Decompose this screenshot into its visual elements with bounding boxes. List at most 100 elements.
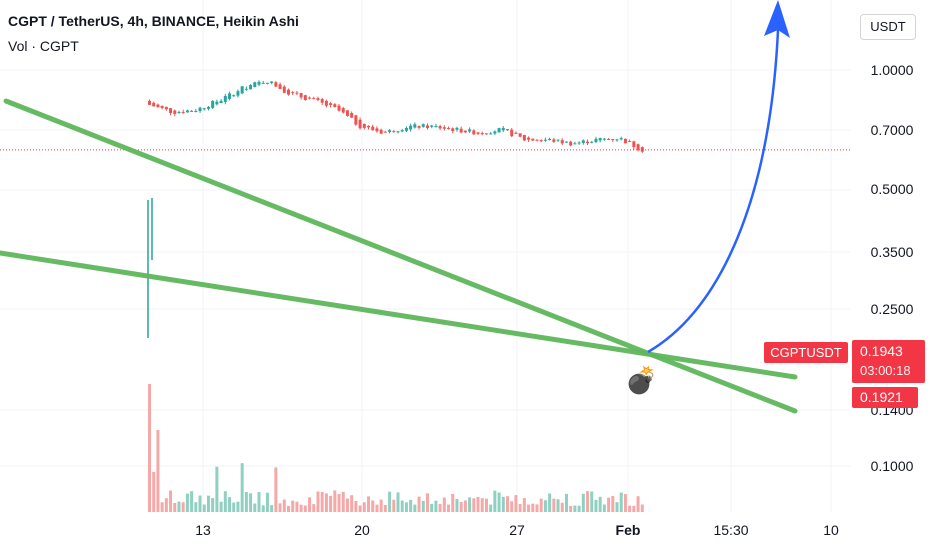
candle-body — [236, 91, 240, 96]
candle-body — [173, 110, 177, 114]
candle-body — [590, 141, 594, 143]
candle-body — [594, 138, 598, 143]
volume-bar — [413, 504, 417, 512]
volume-bar — [350, 495, 354, 512]
volume-bar — [438, 504, 442, 512]
candle-body — [320, 99, 324, 103]
volume-bar — [299, 504, 303, 512]
candle-body — [569, 141, 573, 146]
volume-bar — [628, 505, 632, 512]
chart-title[interactable]: CGPT / TetherUS, 4h, BINANCE, Heikin Ash… — [8, 13, 299, 29]
candle-body — [371, 126, 375, 131]
volume-bar — [367, 496, 371, 512]
volume-bar — [270, 505, 274, 512]
volume-bar — [539, 498, 543, 512]
candle-body — [560, 140, 564, 144]
volume-bar — [417, 496, 421, 512]
candle-body — [586, 141, 590, 144]
candle-body — [472, 130, 476, 135]
candle-body — [329, 103, 333, 106]
volume-bar — [506, 496, 510, 512]
candle-body — [337, 105, 341, 111]
candle-body — [270, 81, 274, 83]
bomb-icon: 💣 — [625, 365, 658, 395]
candle-body — [215, 101, 219, 105]
volume-bar — [636, 496, 640, 512]
currency-button[interactable]: USDT — [860, 14, 916, 40]
price-tick: 0.2500 — [870, 301, 914, 317]
volume-bar — [447, 504, 451, 512]
volume-bar — [594, 499, 598, 512]
volume-bar — [341, 491, 345, 512]
lower-trendline — [0, 250, 798, 380]
volume-bar — [202, 504, 206, 512]
candle-body — [303, 95, 307, 100]
volume-indicator-label[interactable]: Vol · CGPT — [8, 38, 79, 54]
candle-body — [228, 93, 232, 99]
volume-bar — [552, 498, 556, 512]
candle-body — [362, 123, 366, 128]
volume-bar — [463, 500, 467, 512]
candle-body — [628, 141, 632, 143]
volume-bar — [173, 502, 177, 512]
volume-bar — [333, 490, 337, 512]
candle-body — [375, 128, 379, 132]
candle-body — [556, 139, 560, 141]
candle-body — [396, 131, 400, 133]
volume-bar — [181, 502, 185, 512]
candle-body — [169, 108, 173, 114]
price-tick: 0.1000 — [870, 458, 914, 474]
candle-body — [181, 112, 185, 114]
candle-body — [249, 85, 253, 90]
volume-bar — [324, 493, 328, 512]
candle-body — [160, 105, 164, 109]
volume-bar — [286, 505, 290, 512]
volume-bar — [282, 499, 286, 512]
candle-body — [463, 130, 467, 133]
candle-body — [190, 110, 194, 112]
candle-body — [358, 119, 362, 129]
candle-body — [202, 108, 206, 110]
candle-body — [421, 124, 425, 127]
candle-body — [274, 82, 278, 87]
candle-body — [548, 138, 552, 140]
volume-bar — [164, 498, 168, 512]
trendlines[interactable] — [0, 98, 798, 414]
candle-body — [552, 139, 556, 142]
projection-arrow[interactable] — [647, 0, 790, 354]
volume-bar — [480, 498, 484, 512]
volume-bar — [219, 501, 223, 512]
candle-body — [211, 100, 215, 108]
volume-bar — [177, 501, 181, 512]
candle-body — [253, 82, 257, 88]
date-tick: Feb — [615, 522, 641, 538]
price-tick: 1.0000 — [870, 62, 914, 78]
volume-bar — [556, 499, 560, 512]
volume-bar — [493, 490, 497, 512]
arrow-curve — [647, 29, 780, 354]
volume-bar — [274, 467, 278, 512]
volume-bar — [169, 490, 173, 512]
candlesticks — [147, 80, 644, 338]
candle-body — [265, 82, 269, 84]
volume-bar — [244, 492, 248, 512]
volume-bar — [215, 466, 219, 512]
candle-body — [539, 140, 543, 142]
candle-body — [295, 92, 299, 94]
candle-body — [632, 141, 636, 148]
volume-bar — [190, 491, 194, 512]
volume-bar — [518, 504, 522, 512]
candle-body — [333, 104, 337, 108]
volume-bar — [527, 504, 531, 512]
volume-bar — [484, 498, 488, 512]
candle-body — [388, 130, 392, 133]
volume-bar — [421, 500, 425, 512]
volume-bar — [375, 504, 379, 512]
candle-body — [518, 133, 522, 137]
volume-bar — [430, 503, 434, 512]
candle-body — [442, 127, 446, 129]
candle-body — [383, 131, 387, 133]
candle-body — [451, 128, 455, 132]
date-tick: 10 — [823, 522, 839, 538]
